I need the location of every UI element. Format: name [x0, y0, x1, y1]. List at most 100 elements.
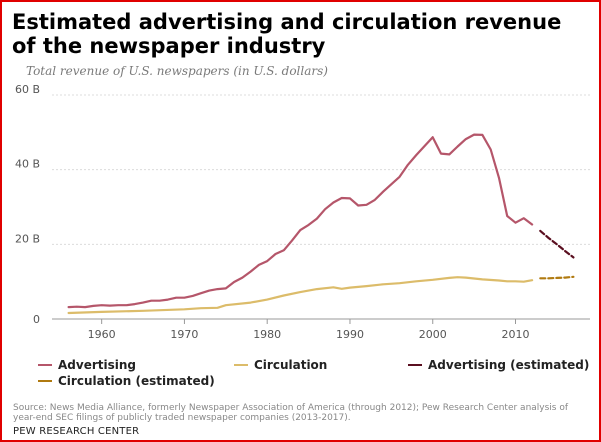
data-point-circulation	[415, 280, 417, 282]
data-point-advertising	[183, 297, 186, 299]
legend-swatch	[38, 380, 52, 382]
data-point-circulation	[250, 301, 252, 304]
data-point-advertising	[365, 204, 368, 206]
data-point-circulation	[465, 276, 467, 279]
y-tick-label: 20 B	[15, 232, 40, 245]
data-point-circulation-estimated	[564, 276, 566, 279]
data-point-advertising	[67, 306, 70, 308]
data-point-advertising	[514, 222, 517, 224]
data-point-advertising	[101, 304, 103, 306]
data-point-advertising	[423, 145, 426, 147]
data-point-advertising	[266, 260, 268, 262]
data-point-circulation	[399, 282, 401, 284]
data-point-circulation	[456, 276, 459, 278]
legend-label: Circulation (estimated)	[58, 374, 215, 388]
data-point-advertising	[490, 148, 492, 151]
data-point-advertising	[481, 134, 483, 136]
legend-swatch	[38, 364, 52, 366]
x-tick-label: 2010	[502, 328, 530, 341]
data-point-advertising	[117, 304, 119, 306]
data-point-circulation	[365, 285, 368, 287]
data-point-advertising	[283, 249, 285, 251]
data-point-circulation-estimated	[539, 277, 541, 279]
y-tick-label: 40 B	[15, 158, 40, 171]
data-point-circulation	[341, 288, 343, 290]
legend-item: Circulation	[234, 358, 327, 372]
data-point-advertising-estimated	[556, 243, 558, 245]
legend-label: Advertising (estimated)	[428, 358, 590, 372]
data-point-advertising	[341, 197, 343, 199]
data-point-advertising	[167, 298, 169, 301]
data-point-advertising	[76, 306, 78, 308]
legend-item: Advertising (estimated)	[408, 358, 589, 372]
legend-item: Advertising	[38, 358, 136, 372]
data-point-advertising	[109, 304, 111, 307]
data-point-circulation-estimated	[556, 277, 558, 279]
data-point-advertising-estimated	[564, 250, 566, 252]
data-point-circulation	[382, 283, 384, 285]
data-point-advertising	[192, 295, 194, 297]
data-point-circulation	[523, 281, 525, 283]
data-point-advertising	[134, 303, 136, 305]
data-point-advertising	[200, 292, 202, 294]
data-point-advertising	[473, 133, 475, 136]
series-line-advertising	[67, 133, 534, 309]
data-point-circulation	[531, 279, 533, 281]
data-point-advertising	[274, 253, 277, 255]
x-tick-label: 1970	[170, 328, 198, 341]
data-point-advertising	[374, 199, 376, 201]
data-point-advertising	[142, 301, 144, 304]
data-point-advertising	[159, 300, 161, 302]
legend-swatch	[408, 364, 422, 366]
data-point-advertising	[407, 164, 409, 166]
data-point-advertising	[208, 290, 210, 292]
data-point-advertising	[332, 201, 335, 204]
data-point-advertising	[92, 305, 94, 307]
y-tick-label: 0	[33, 313, 40, 326]
legend-item: Circulation (estimated)	[38, 374, 215, 388]
data-point-circulation	[183, 308, 186, 310]
data-point-advertising	[225, 287, 227, 289]
y-tick-label: 60 B	[15, 83, 40, 96]
data-point-circulation	[514, 280, 517, 282]
source-note: Source: News Media Alliance, formerly Ne…	[13, 403, 569, 423]
data-point-advertising	[291, 240, 293, 242]
data-point-advertising	[307, 224, 310, 226]
data-point-advertising	[216, 288, 219, 290]
data-point-advertising	[125, 304, 128, 306]
data-point-advertising	[299, 229, 301, 231]
data-point-advertising	[399, 176, 401, 178]
x-tick-label: 1980	[253, 328, 281, 341]
legend-label: Circulation	[254, 358, 328, 372]
chart-title: Estimated advertising and circulation re…	[12, 10, 562, 58]
data-point-advertising	[432, 136, 434, 138]
data-point-advertising	[465, 138, 467, 140]
data-point-circulation	[299, 291, 301, 293]
data-point-circulation-estimated	[572, 276, 575, 278]
data-point-advertising-estimated	[548, 237, 550, 239]
data-point-advertising	[316, 217, 318, 220]
data-point-advertising	[324, 208, 326, 210]
legend-swatch	[234, 364, 248, 366]
data-point-circulation	[316, 288, 318, 290]
data-point-circulation	[498, 279, 500, 282]
legend-label: Advertising	[58, 358, 136, 372]
data-point-circulation	[266, 298, 268, 301]
data-point-circulation	[283, 294, 285, 297]
grid-lines	[52, 94, 590, 320]
data-point-circulation	[349, 287, 351, 289]
data-point-circulation	[67, 312, 70, 314]
data-point-advertising	[84, 306, 86, 308]
data-point-circulation	[101, 311, 103, 313]
data-point-advertising	[440, 153, 442, 155]
x-tick-label: 1960	[88, 328, 116, 341]
series-lines	[67, 133, 575, 315]
data-point-advertising	[250, 270, 252, 273]
x-tick-label: 1990	[336, 328, 364, 341]
series-line-circulation	[67, 276, 534, 315]
data-point-advertising	[258, 264, 260, 266]
data-point-advertising	[357, 204, 359, 207]
x-axis-ticks: 1960 1970 1980 1990 2000 2010	[88, 319, 530, 341]
data-point-advertising	[523, 217, 525, 219]
